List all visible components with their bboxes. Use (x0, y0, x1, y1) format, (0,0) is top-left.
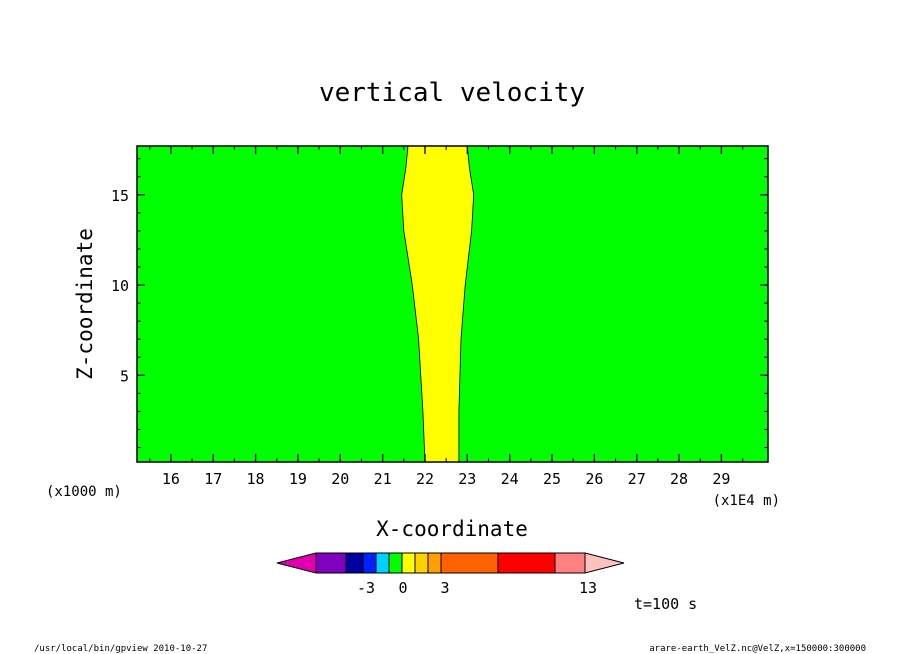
colorbar-tick-label: 0 (398, 579, 407, 597)
chart-title: vertical velocity (319, 78, 585, 108)
x-tick-label: 19 (289, 470, 307, 488)
x-tick-label: 29 (712, 470, 730, 488)
colorbar-segment (388, 552, 403, 574)
x-tick-label: 28 (670, 470, 688, 488)
y-axis-unit: (x1000 m) (46, 484, 122, 500)
y-ticks: 5 10 15 (111, 158, 768, 449)
colorbar (276, 552, 625, 574)
colorbar-segment (440, 552, 499, 574)
x-tick-label: 24 (501, 470, 519, 488)
x-tick-label: 26 (585, 470, 603, 488)
colorbar-tick-label: 13 (579, 579, 597, 597)
y-tick-label: 10 (111, 277, 129, 295)
colorbar-segment (497, 552, 556, 574)
time-label: t=100 s (634, 595, 697, 613)
colorbar-segment (414, 552, 429, 574)
x-tick-label: 17 (204, 470, 222, 488)
plot-frame (136, 145, 769, 463)
colorbar-segment (427, 552, 442, 574)
colorbar-segment (375, 552, 390, 574)
x-tick-label: 16 (162, 470, 180, 488)
plot-area: 16 17 18 19 20 21 22 23 24 25 26 27 28 29 5 10 15 (111, 145, 769, 488)
x-tick-label: 20 (331, 470, 349, 488)
x-tick-label: 22 (416, 470, 434, 488)
colorbar-over-triangle (584, 552, 625, 574)
y-axis-label: Z-coordinate (73, 228, 97, 380)
y-tick-label: 5 (120, 367, 129, 385)
colorbar-segment (345, 552, 364, 574)
colorbar-segment (362, 552, 377, 574)
footer-right: arare-earth_VelZ.nc@VelZ,x=150000:300000 (649, 644, 866, 654)
colorbar-segment (315, 552, 347, 574)
colorbar-tick-label: -3 (357, 579, 375, 597)
x-tick-label: 21 (374, 470, 392, 488)
y-tick-label: 15 (111, 187, 129, 205)
colorbar-segment (401, 552, 416, 574)
colorbar-segment (554, 552, 586, 574)
x-axis-label: X-coordinate (376, 517, 528, 541)
colorbar-under-triangle (276, 552, 317, 574)
x-tick-label: 25 (543, 470, 561, 488)
colorbar-labels: -3 0 3 13 (357, 579, 597, 597)
footer-left: /usr/local/bin/gpview 2010-10-27 (34, 644, 207, 654)
x-tick-label: 18 (247, 470, 265, 488)
x-axis-unit: (x1E4 m) (713, 493, 780, 509)
x-tick-label: 27 (628, 470, 646, 488)
colorbar-tick-label: 3 (440, 579, 449, 597)
x-tick-label: 23 (458, 470, 476, 488)
x-ticks: 16 17 18 19 20 21 22 23 24 25 26 27 28 29 (149, 146, 744, 488)
